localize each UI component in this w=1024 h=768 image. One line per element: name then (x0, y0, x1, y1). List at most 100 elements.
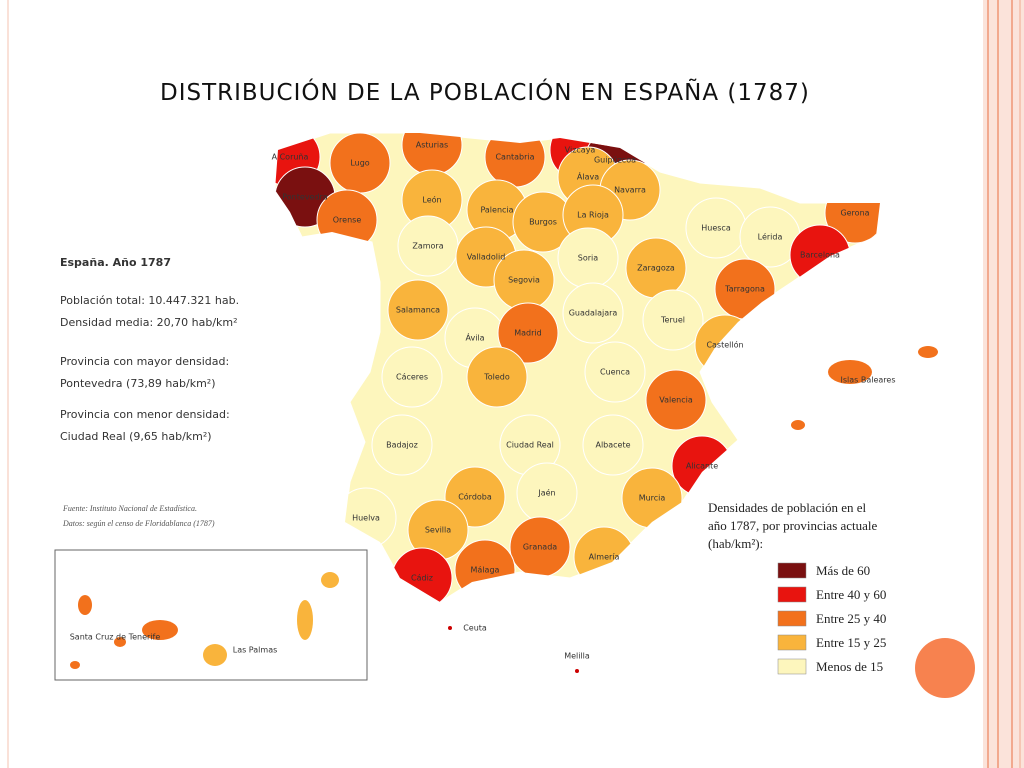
province-label: Córdoba (458, 492, 492, 502)
province-label: Madrid (514, 329, 541, 338)
province-area (562, 282, 624, 344)
province-label: Ceuta (463, 624, 487, 633)
slide-title: DISTRIBUCIÓN DE LA POBLACIÓN EN ESPAÑA (… (160, 78, 810, 106)
legend-swatch (777, 562, 807, 579)
province-label: Salamanca (396, 306, 440, 315)
info-line: Densidad media: 20,70 hab/km² (60, 316, 238, 329)
info-line: Provincia con mayor densidad: (60, 355, 229, 368)
province-label: Pontevedra (282, 193, 328, 202)
legend-swatch (777, 586, 807, 603)
province-label: Álava (577, 171, 599, 182)
province-label: Soria (578, 254, 598, 263)
city-dot (575, 669, 579, 673)
province-label: Vizcaya (565, 146, 596, 155)
decor-circle (915, 638, 975, 698)
legend-label: Menos de 15 (816, 659, 883, 674)
province-label: Valencia (659, 396, 693, 405)
info-line: Población total: 10.447.321 hab. (60, 294, 239, 307)
legend-title: Densidades de población en el (708, 500, 867, 515)
province-area (918, 346, 938, 358)
source-block: Fuente: Instituto Nacional de Estadístic… (62, 504, 215, 528)
province-label: Jaén (537, 488, 555, 498)
island-area (142, 620, 178, 640)
province-area (387, 279, 449, 341)
province-label: Badajoz (386, 441, 418, 450)
province-label: Granada (523, 543, 557, 552)
legend-label: Más de 60 (816, 563, 870, 578)
province-label: Lugo (350, 159, 369, 168)
island-area (297, 600, 313, 640)
province-label: Sevilla (425, 526, 451, 535)
island-area (321, 572, 339, 588)
province-label: Lérida (758, 232, 783, 242)
source-line: Datos: según el censo de Floridablanca (… (62, 519, 215, 528)
province-area (584, 341, 646, 403)
info-line: Provincia con menor densidad: (60, 408, 230, 421)
province-area (645, 369, 707, 431)
province-area (381, 346, 443, 408)
province-label: Cuenca (600, 368, 630, 377)
island-area (70, 661, 80, 669)
legend-label: Entre 40 y 60 (816, 587, 886, 602)
city-dot (448, 626, 452, 630)
province-label: Toledo (483, 373, 510, 382)
province-label: Zaragoza (637, 264, 675, 273)
island-area (78, 595, 92, 615)
island-areas (791, 346, 938, 430)
province-area (371, 414, 433, 476)
province-label: Almería (589, 553, 620, 562)
province-label: Burgos (529, 218, 557, 227)
province-label: Teruel (660, 316, 685, 325)
province-label: Gerona (840, 209, 869, 218)
province-label: Cádiz (411, 574, 433, 583)
province-label: Las Palmas (233, 646, 278, 655)
info-line: Pontevedra (73,89 hab/km²) (60, 377, 216, 390)
province-label: Palencia (480, 206, 513, 215)
province-label: Murcia (639, 494, 666, 503)
province-label: La Rioja (577, 211, 609, 220)
province-label: Guadalajara (569, 309, 618, 318)
info-block: Población total: 10.447.321 hab. Densidad… (60, 294, 239, 443)
province-label: Málaga (471, 566, 500, 575)
province-label: Tarragona (724, 285, 765, 294)
legend: Densidades de población en el año 1787, p… (708, 500, 886, 675)
source-line: Fuente: Instituto Nacional de Estadístic… (62, 504, 197, 513)
legend-label: Entre 25 y 40 (816, 611, 886, 626)
province-label: Albacete (595, 441, 630, 450)
province-label: Melilla (564, 652, 590, 661)
province-area (642, 289, 704, 351)
province-label: Huelva (352, 514, 380, 523)
province-label: Navarra (614, 186, 646, 195)
legend-label: Entre 15 y 25 (816, 635, 886, 650)
legend-swatch (777, 658, 807, 675)
province-label: Segovia (508, 276, 540, 285)
province-label: Castellón (706, 340, 743, 350)
province-label: Islas Baleares (840, 376, 895, 385)
province-label: Guipúzcoa (594, 156, 636, 165)
info-line: Ciudad Real (9,65 hab/km²) (60, 430, 212, 443)
province-area (791, 420, 805, 430)
legend-swatch (777, 610, 807, 627)
canary-islands (70, 572, 339, 669)
legend-title: año 1787, por provincias actuale (708, 518, 878, 533)
province-area (828, 360, 872, 384)
province-area (466, 346, 528, 408)
legend-title: (hab/km²): (708, 536, 763, 551)
province-label: Alicante (686, 462, 718, 471)
province-label: Barcelona (800, 251, 840, 260)
province-labels: A Coruña Lugo Asturias Cantabria VizcayaGuip… (70, 141, 896, 673)
province-label: Ciudad Real (506, 441, 554, 450)
province-label: Ávila (465, 332, 484, 343)
island-area (203, 644, 227, 666)
province-label: León (422, 195, 441, 205)
province-label: Orense (333, 216, 362, 225)
province-label: Valladolid (467, 253, 506, 262)
island-area (114, 637, 126, 647)
province-label: Huesca (701, 224, 731, 233)
province-label: Cantabria (495, 153, 534, 162)
province-label: A Coruña (272, 153, 309, 162)
info-heading: España. Año 1787 (60, 256, 171, 269)
legend-swatch (777, 634, 807, 651)
province-label: Cáceres (396, 373, 428, 382)
